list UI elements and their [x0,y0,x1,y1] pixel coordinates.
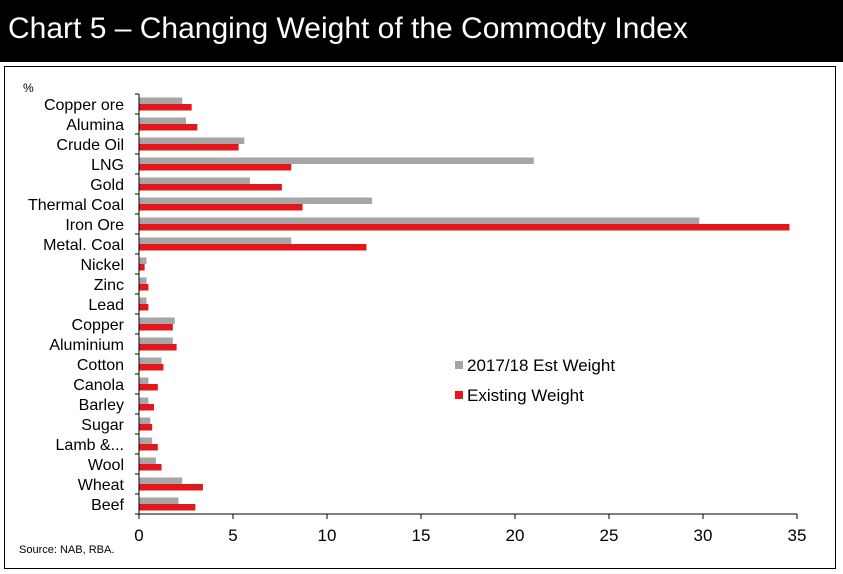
legend-label-existing-weight: Existing Weight [467,386,584,405]
legend-swatch-existing-weight [455,391,463,399]
bar-est-weight [139,377,149,384]
bar-est-weight [139,237,292,244]
bar-existing-weight [139,444,158,451]
bar-est-weight [139,457,156,464]
category-label: Canola [73,377,124,394]
bar-existing-weight [139,384,158,391]
category-label: Gold [90,177,124,194]
category-label: Iron Ore [65,217,124,234]
bar-est-weight [139,117,186,124]
x-tick-label: 35 [788,526,807,545]
bar-existing-weight [139,464,162,471]
bar-existing-weight [139,204,303,211]
category-label: Wool [88,457,124,474]
bar-est-weight [139,357,162,364]
bar-existing-weight [139,424,153,431]
bar-est-weight [139,477,183,484]
bar-est-weight [139,277,147,284]
title-bar: Chart 5 – Changing Weight of the Commodt… [0,0,843,62]
bar-existing-weight [139,124,198,131]
bar-est-weight [139,317,175,324]
category-label: Copper ore [44,97,124,114]
x-tick-label: 10 [318,526,337,545]
category-label: Wheat [78,477,125,494]
bar-est-weight [139,497,179,504]
x-tick-label: 0 [134,526,143,545]
category-label: Alumina [66,117,124,134]
bar-est-weight [139,137,245,144]
bar-existing-weight [139,404,155,411]
bar-existing-weight [139,484,203,491]
bar-existing-weight [139,324,173,331]
source-note: Source: NAB, RBA. [19,544,115,556]
category-label: Aluminium [49,337,124,354]
bar-est-weight [139,157,534,164]
bar-est-weight [139,417,151,424]
bar-existing-weight [139,224,790,231]
category-label: Barley [79,397,124,414]
category-label: Sugar [81,417,124,434]
category-label: Crude Oil [56,137,124,154]
category-label: Lead [88,297,124,314]
category-label: Nickel [80,257,124,274]
x-tick-label: 25 [600,526,619,545]
bar-existing-weight [139,244,367,251]
bar-existing-weight [139,104,192,111]
chart-frame [4,66,836,569]
chart-title: Chart 5 – Changing Weight of the Commodt… [8,12,688,45]
bar-est-weight [139,337,173,344]
category-label: Zinc [94,277,124,294]
bar-est-weight [139,437,153,444]
category-label: Metal. Coal [43,237,124,254]
y-axis-unit-label: % [23,81,34,95]
category-label: Thermal Coal [28,197,124,214]
bar-existing-weight [139,364,164,371]
bar-existing-weight [139,184,282,191]
x-tick-label: 15 [412,526,431,545]
bar-existing-weight [139,304,149,311]
bar-est-weight [139,197,373,204]
category-label: Cotton [77,357,124,374]
legend-swatch-est-weight [455,361,463,369]
category-label: LNG [91,157,124,174]
bar-existing-weight [139,144,239,151]
category-label: Copper [72,317,125,334]
bar-est-weight [139,397,149,404]
bar-existing-weight [139,264,145,271]
bar-est-weight [139,257,147,264]
bar-existing-weight [139,344,177,351]
category-label: Beef [91,497,124,514]
bar-existing-weight [139,504,196,511]
x-tick-label: 20 [506,526,525,545]
bar-existing-weight [139,164,292,171]
bar-est-weight [139,97,183,104]
legend-label-est-weight: 2017/18 Est Weight [467,356,615,375]
category-label: Lamb &... [56,437,124,454]
bar-existing-weight [139,284,149,291]
x-tick-label: 5 [228,526,237,545]
bar-est-weight [139,217,700,224]
bar-est-weight [139,177,250,184]
x-tick-label: 30 [694,526,713,545]
bar-est-weight [139,297,147,304]
